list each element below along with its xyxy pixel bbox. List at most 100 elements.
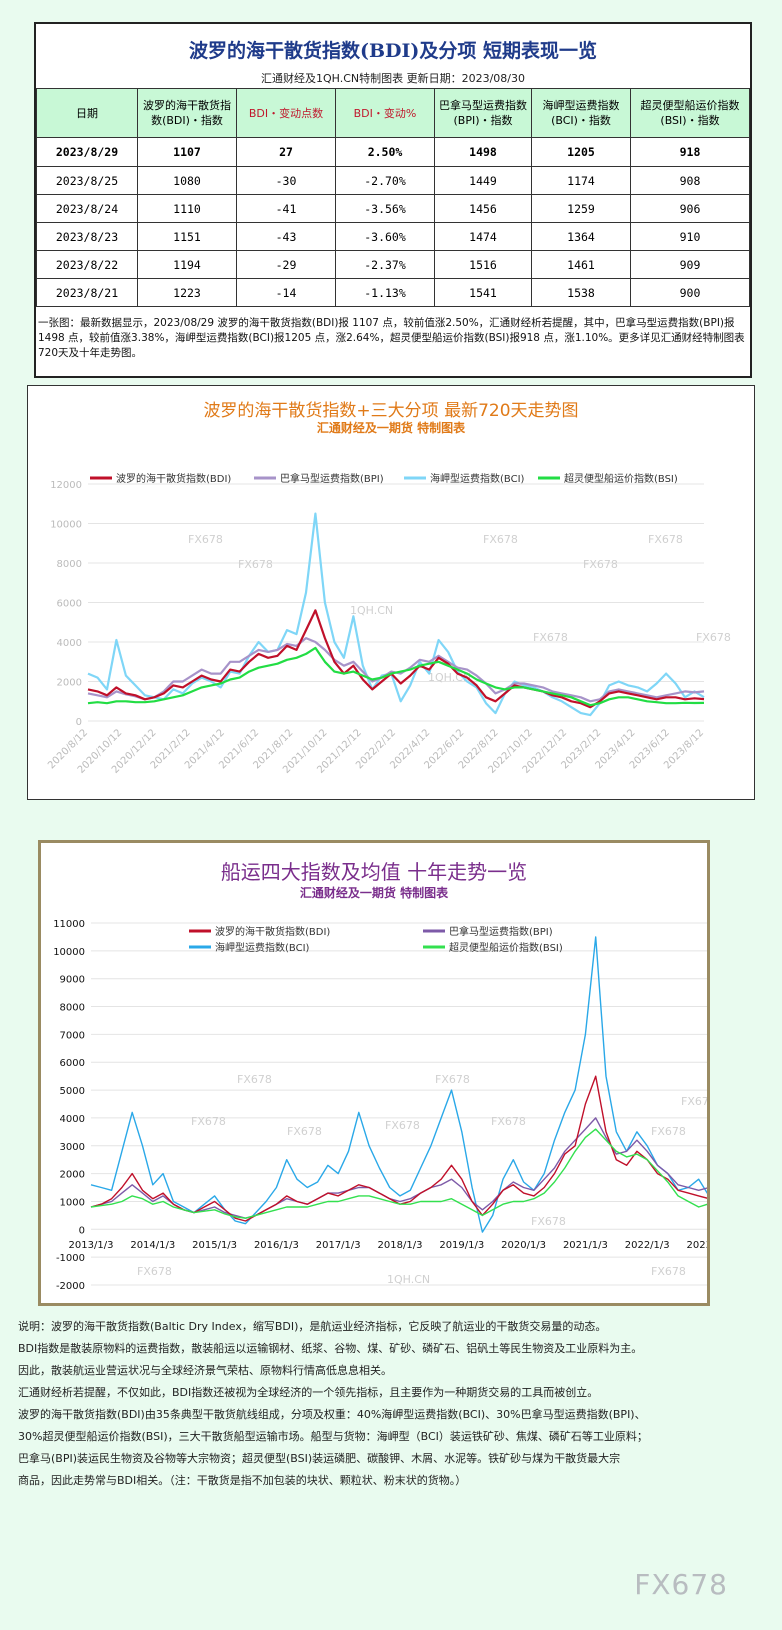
legend-label: 超灵便型船运价指数(BSI) xyxy=(449,941,563,954)
header-cell: 海岬型运费指数(BCI)・指数 xyxy=(531,88,631,138)
y-tick-label: 9000 xyxy=(60,975,85,986)
table-cell: 2023/8/23 xyxy=(36,222,138,251)
watermark: FX678 xyxy=(483,533,518,546)
y-tick-label: 5000 xyxy=(60,1086,85,1097)
table-cell: 1205 xyxy=(531,137,631,167)
y-tick-label: 11000 xyxy=(53,919,85,930)
table-subtitle: 汇通财经及1QH.CN特制图表 更新日期：2023/08/30 xyxy=(260,72,526,85)
table-cell: 1456 xyxy=(434,194,532,223)
x-tick-label: 2013/1/3 xyxy=(69,1240,114,1251)
watermark: FX678 xyxy=(287,1125,322,1138)
legend-label: 波罗的海干散货指数(BDI) xyxy=(215,925,330,938)
x-tick-label: 2017/1/3 xyxy=(316,1240,361,1251)
data-table: 日期 波罗的海干散货指数(BDI)・指数 BDI・变动点数 BDI・变动% 巴拿… xyxy=(36,88,750,307)
table-cell: -2.37% xyxy=(335,250,435,279)
y-tick-label: 8000 xyxy=(57,559,82,570)
table-row: 2023/8/22 1194 -29 -2.37% 1516 1461 909 xyxy=(36,250,750,279)
chart-title: 船运四大指数及均值 十年走势一览 xyxy=(221,860,527,884)
x-tick-label: 2020/1/3 xyxy=(501,1240,546,1251)
chart-title: 波罗的海干散货指数+三大分项 最新720天走势图 xyxy=(203,401,578,421)
brand-watermark: FX678 xyxy=(634,1568,728,1601)
table-cell: 918 xyxy=(630,137,750,167)
table-cell: -14 xyxy=(236,278,336,307)
watermark: FX678 xyxy=(385,1119,420,1132)
watermark: FX678 xyxy=(648,533,683,546)
y-tick-label: 3000 xyxy=(60,1142,85,1153)
watermark: FX678 xyxy=(238,558,273,571)
table-cell: 1364 xyxy=(531,222,631,251)
table-cell: -3.60% xyxy=(335,222,435,251)
table-cell: 27 xyxy=(236,137,336,167)
summary-note: 一张图：最新数据显示，2023/08/29 波罗的海干散货指数(BDI)报 11… xyxy=(38,317,745,359)
legend-label: 海岬型运费指数(BCI) xyxy=(215,941,310,954)
chart-10y-panel: 船运四大指数及均值 十年走势一览 汇通财经及一期货 特制图表 -2000 -1000 0… xyxy=(38,840,731,1306)
legend-label: 巴拿马型运费指数(BPI) xyxy=(449,925,553,938)
series-line xyxy=(87,609,705,709)
description-line: BDI指数是散装原物料的运费指数，散装船运以运输钢材、纸浆、谷物、煤、矿砂、磷矿… xyxy=(18,1342,643,1355)
watermark: FX678 xyxy=(435,1073,470,1086)
watermark: FX678 xyxy=(583,558,618,571)
table-cell: 906 xyxy=(630,194,750,223)
header-cell: 波罗的海干散货指数(BDI)・指数 xyxy=(137,88,237,138)
y-tick-label: -2000 xyxy=(56,1281,85,1292)
watermark: FX678 xyxy=(137,1265,172,1278)
table-cell: 1449 xyxy=(434,166,532,195)
description-line: 汇通财经析若提醒，不仅如此，BDI指数还被视为全球经济的一个领先指标，且主要作为… xyxy=(18,1386,599,1399)
table-cell: -30 xyxy=(236,166,336,195)
table-row: 2023/8/29 1107 27 2.50% 1498 1205 918 xyxy=(36,137,750,167)
header-cell: 超灵便型船运价指数(BSI)・指数 xyxy=(630,88,750,138)
x-tick-label: 2016/1/3 xyxy=(254,1240,299,1251)
header-cell: BDI・变动% xyxy=(335,88,435,138)
watermark: FX678 xyxy=(533,631,568,644)
table-row: 2023/8/24 1110 -41 -3.56% 1456 1259 906 xyxy=(36,194,750,223)
table-cell: 1174 xyxy=(531,166,631,195)
table-cell: 2023/8/29 xyxy=(36,137,138,167)
watermark: FX678 xyxy=(651,1265,686,1278)
chart-720-panel: 波罗的海干散货指数+三大分项 最新720天走势图 汇通财经及一期货 特制图表 0 20… xyxy=(27,385,755,800)
watermark: 1QH.CN xyxy=(387,1273,430,1286)
table-cell: -1.13% xyxy=(335,278,435,307)
y-tick-label: 10000 xyxy=(53,947,85,958)
watermark: FX678 xyxy=(651,1125,686,1138)
watermark: FX678 xyxy=(491,1115,526,1128)
watermark: FX678 xyxy=(696,631,731,644)
legend-label: 巴拿马型运费指数(BPI) xyxy=(280,472,384,485)
table-cell: 1498 xyxy=(434,137,532,167)
y-tick-label: 0 xyxy=(79,1225,85,1236)
table-cell: 908 xyxy=(630,166,750,195)
header-cell: BDI・变动点数 xyxy=(236,88,336,138)
table-cell: 1194 xyxy=(137,250,237,279)
table-cell: 1516 xyxy=(434,250,532,279)
watermark: 1QH.CN xyxy=(350,604,393,617)
legend-label: 超灵便型船运价指数(BSI) xyxy=(564,472,678,485)
watermark: FX678 xyxy=(681,1095,707,1108)
table-cell: 1080 xyxy=(137,166,237,195)
description-text: 说明：波罗的海干散货指数(Baltic Dry Index，缩写BDI)，是航运… xyxy=(18,1316,763,1492)
table-cell: -41 xyxy=(236,194,336,223)
table-cell: 900 xyxy=(630,278,750,307)
description-line: 巴拿马(BPI)装运民生物资及谷物等大宗物资；超灵便型(BSI)装运磷肥、碳酸钾… xyxy=(18,1452,621,1465)
x-tick-label: 2022/1/3 xyxy=(625,1240,670,1251)
series-line xyxy=(87,512,705,717)
x-tick-label: 2018/1/3 xyxy=(378,1240,423,1251)
y-tick-label: 2000 xyxy=(60,1170,85,1181)
table-cell: 1538 xyxy=(531,278,631,307)
y-tick-label: 12000 xyxy=(50,480,82,491)
x-tick-label: 2019/1/3 xyxy=(439,1240,484,1251)
y-tick-label: 6000 xyxy=(57,599,82,610)
table-cell: 2023/8/22 xyxy=(36,250,138,279)
y-tick-label: 1000 xyxy=(60,1197,85,1208)
watermark: FX678 xyxy=(531,1215,566,1228)
y-tick-label: -1000 xyxy=(56,1253,85,1264)
description-line: 说明：波罗的海干散货指数(Baltic Dry Index，缩写BDI)，是航运… xyxy=(18,1320,607,1333)
watermark: FX678 xyxy=(191,1115,226,1128)
y-tick-label: 7000 xyxy=(60,1030,85,1041)
y-tick-label: 6000 xyxy=(60,1058,85,1069)
x-tick-label: 2014/1/3 xyxy=(130,1240,175,1251)
table-cell: -3.56% xyxy=(335,194,435,223)
table-row: 2023/8/25 1080 -30 -2.70% 1449 1174 908 xyxy=(36,166,750,195)
table-cell: 910 xyxy=(630,222,750,251)
watermark: FX678 xyxy=(237,1073,272,1086)
